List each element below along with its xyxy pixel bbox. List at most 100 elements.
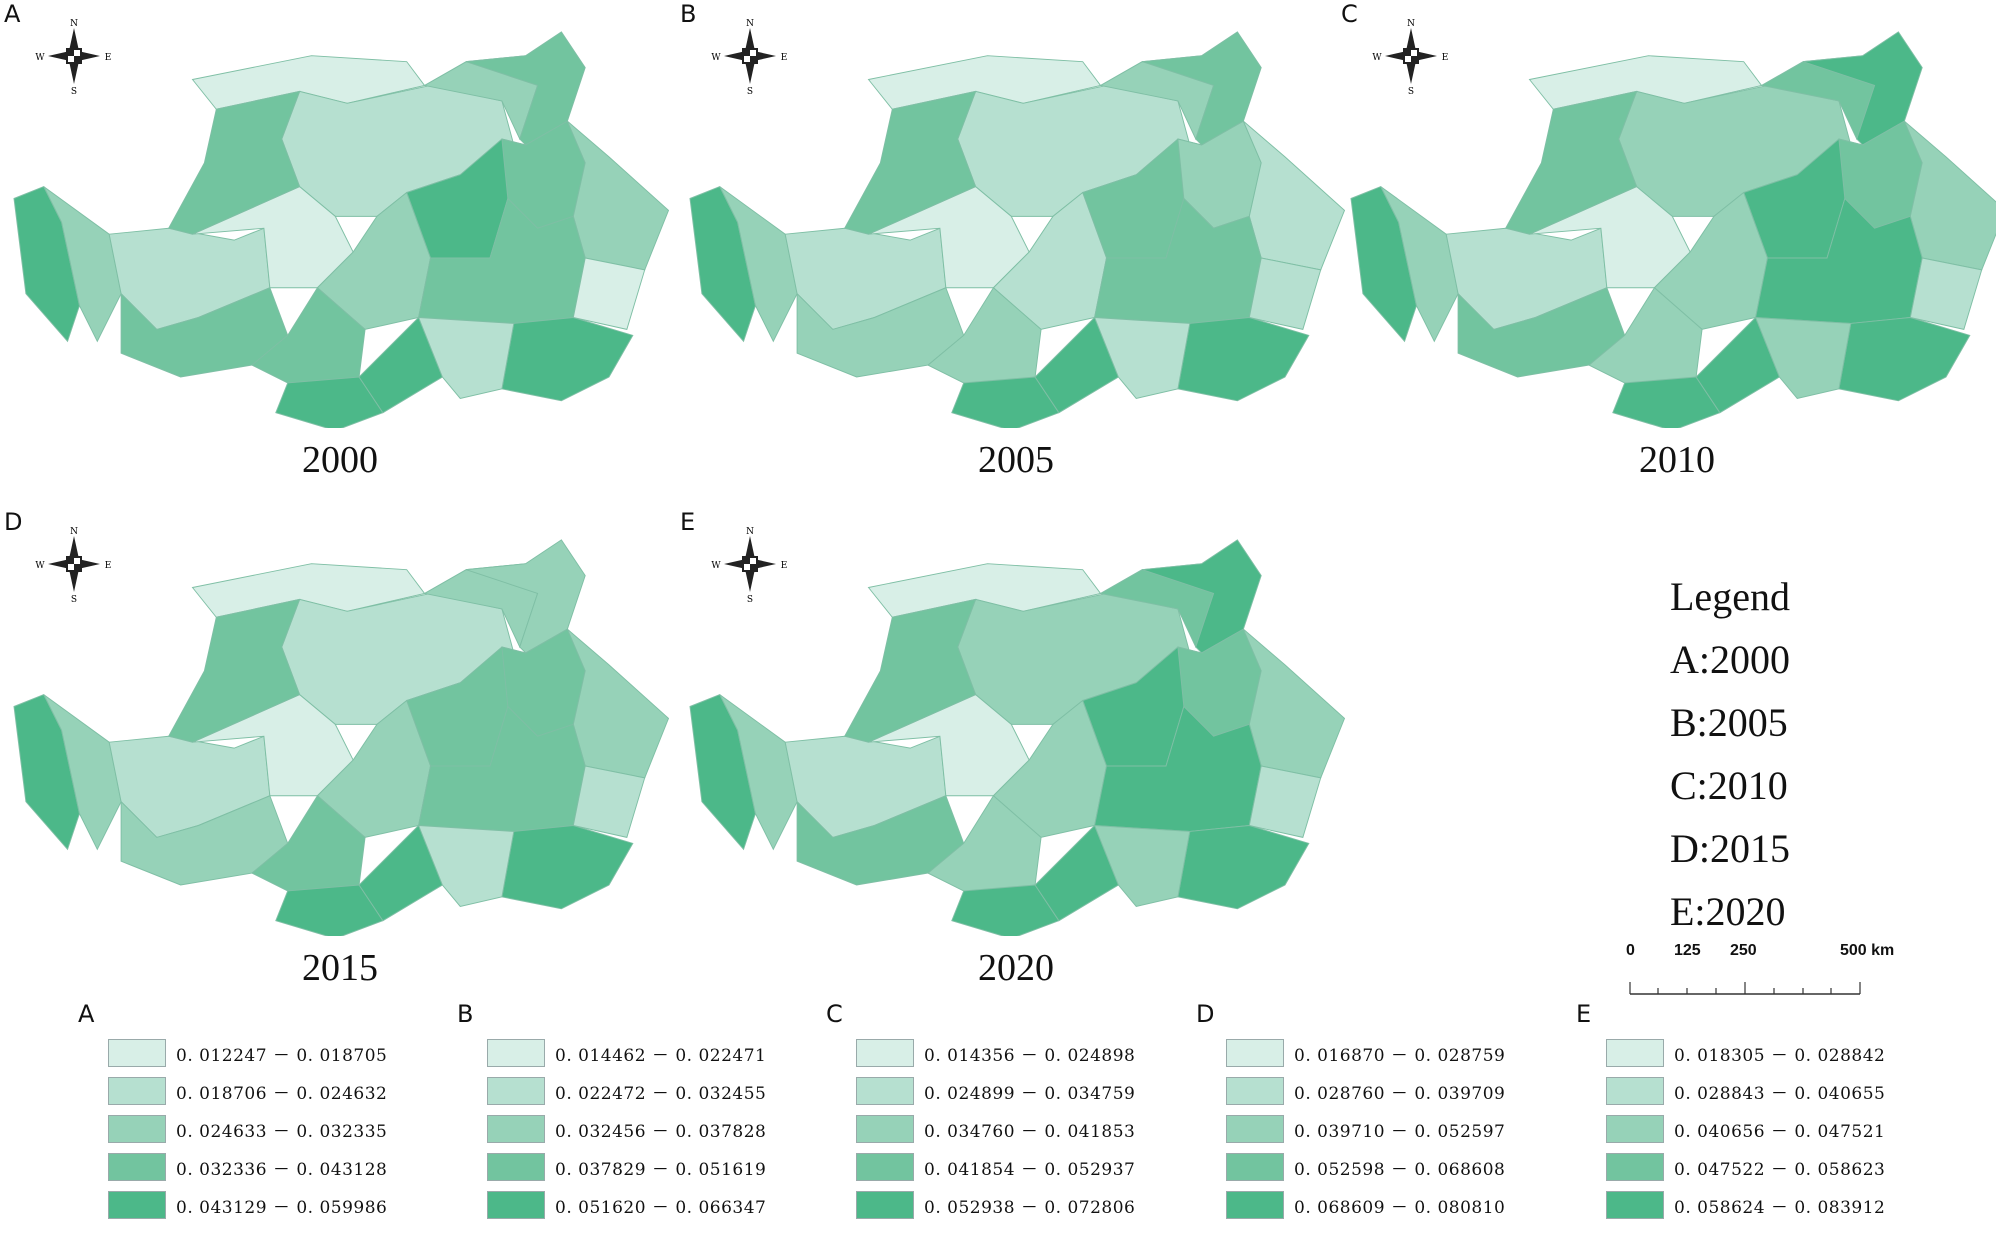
map-region (1177, 825, 1310, 910)
color-swatch (856, 1115, 914, 1143)
compass-label: N (70, 527, 78, 537)
compass-label: E (781, 53, 788, 63)
map-region (992, 191, 1107, 330)
color-swatch (856, 1077, 914, 1105)
map-region (316, 191, 431, 330)
class-legend-letter: C (826, 1000, 843, 1028)
map-region (1093, 824, 1191, 907)
compass-label: S (71, 595, 77, 604)
map-region (951, 376, 1060, 428)
legend-row: 0. 040656 － 0. 047521 (1606, 1114, 1885, 1144)
compass-label: S (747, 87, 753, 96)
scale-label: 250 (1730, 942, 1757, 959)
map-region (951, 884, 1060, 936)
map-region (1653, 191, 1768, 330)
legend-item: E:2020 (1670, 889, 1786, 934)
compass-rose-icon: N S W E (35, 19, 112, 97)
color-swatch (1606, 1115, 1664, 1143)
compass-rose-icon: N S W E (1372, 19, 1449, 97)
legend-row: 0. 039710 － 0. 052597 (1226, 1114, 1505, 1144)
legend-row: 0. 052938 － 0. 072806 (856, 1190, 1135, 1220)
legend-row: 0. 037829 － 0. 051619 (487, 1152, 766, 1182)
range-label: 0. 041854 － 0. 052937 (924, 1159, 1136, 1180)
panel-letter: B (680, 0, 697, 28)
compass-label: W (35, 561, 45, 571)
map-panel-c: C N S W E 2010 (1337, 0, 1996, 481)
range-label: 0. 039710 － 0. 052597 (1294, 1121, 1506, 1142)
class-legend-a: A 0. 012247 － 0. 018705 0. 018706 － 0. 0… (78, 1000, 438, 1230)
class-legend-d: D 0. 016870 － 0. 028759 0. 028760 － 0. 0… (1196, 1000, 1556, 1230)
range-label: 0. 068609 － 0. 080810 (1294, 1197, 1506, 1218)
compass-rose-icon: N S W E (711, 527, 787, 605)
color-swatch (108, 1153, 166, 1181)
legend-item: D:2015 (1670, 826, 1790, 871)
color-swatch (856, 1153, 914, 1181)
scale-bar: 0 125 250 500 km (1618, 942, 1918, 1002)
legend-row: 0. 032336 － 0. 043128 (108, 1152, 387, 1182)
compass-rose-icon: N S W E (35, 527, 111, 605)
map-region (572, 257, 646, 330)
map-region (1177, 317, 1310, 402)
map-region (1612, 376, 1721, 428)
map-region (275, 884, 384, 936)
range-label: 0. 052938 － 0. 072806 (924, 1197, 1136, 1218)
compass-label: W (35, 53, 45, 63)
map-region (167, 90, 301, 235)
year-label: 2010 (1639, 439, 1715, 481)
range-label: 0. 028843 － 0. 040655 (1674, 1083, 1886, 1104)
legend-item: C:2010 (1670, 763, 1788, 808)
compass-label: E (105, 53, 112, 63)
map-region (417, 316, 515, 399)
range-label: 0. 040656 － 0. 047521 (1674, 1121, 1886, 1142)
legend-row: 0. 024899 － 0. 034759 (856, 1076, 1135, 1106)
color-swatch (108, 1191, 166, 1219)
map-region (1754, 316, 1852, 399)
choropleth-map (13, 539, 670, 936)
compass-label: W (711, 561, 721, 571)
range-label: 0. 022472 － 0. 032455 (555, 1083, 767, 1104)
compass-label: W (711, 53, 721, 63)
panel-letter: C (1341, 0, 1358, 28)
legend-row: 0. 014462 － 0. 022471 (487, 1038, 766, 1068)
map-panel-b: B N S W E 2005 (676, 0, 1356, 481)
map-region (167, 598, 301, 743)
legend-row: 0. 028843 － 0. 040655 (1606, 1076, 1885, 1106)
legend-row: 0. 051620 － 0. 066347 (487, 1190, 766, 1220)
range-label: 0. 037829 － 0. 051619 (555, 1159, 767, 1180)
legend-row: 0. 016870 － 0. 028759 (1226, 1038, 1505, 1068)
compass-label: S (71, 87, 77, 96)
map-region (843, 598, 977, 743)
color-swatch (487, 1039, 545, 1067)
range-label: 0. 043129 － 0. 059986 (176, 1197, 388, 1218)
map-region (1093, 316, 1191, 399)
range-label: 0. 012247 － 0. 018705 (176, 1045, 388, 1066)
class-legend-c: C 0. 014356 － 0. 024898 0. 024899 － 0. 0… (826, 1000, 1186, 1230)
color-swatch (1226, 1153, 1284, 1181)
legend-row: 0. 012247 － 0. 018705 (108, 1038, 387, 1068)
scale-label: 125 (1674, 942, 1701, 959)
map-region (992, 699, 1107, 838)
compass-label: W (1372, 53, 1382, 63)
range-label: 0. 024633 － 0. 032335 (176, 1121, 388, 1142)
year-label: 2020 (978, 947, 1054, 989)
legend-item: A:2000 (1670, 637, 1790, 682)
class-legend-letter: E (1576, 1000, 1592, 1028)
legend-row: 0. 068609 － 0. 080810 (1226, 1190, 1505, 1220)
color-swatch (487, 1191, 545, 1219)
map-panel-a: A N S W E 2000 (0, 0, 680, 481)
panel-letter: A (4, 0, 21, 28)
compass-label: N (70, 19, 78, 29)
color-swatch (108, 1115, 166, 1143)
class-legend-letter: D (1196, 1000, 1215, 1028)
color-swatch (1226, 1191, 1284, 1219)
compass-label: E (1442, 53, 1449, 63)
range-label: 0. 024899 － 0. 034759 (924, 1083, 1136, 1104)
class-legend-letter: B (457, 1000, 474, 1028)
color-swatch (1606, 1077, 1664, 1105)
class-legend-b: B 0. 014462 － 0. 022471 0. 022472 － 0. 0… (457, 1000, 817, 1230)
compass-rose-icon: N S W E (711, 19, 788, 97)
legend-title: Legend (1670, 574, 1790, 619)
range-label: 0. 032456 － 0. 037828 (555, 1121, 767, 1142)
color-swatch (856, 1191, 914, 1219)
legend-row: 0. 028760 － 0. 039709 (1226, 1076, 1505, 1106)
